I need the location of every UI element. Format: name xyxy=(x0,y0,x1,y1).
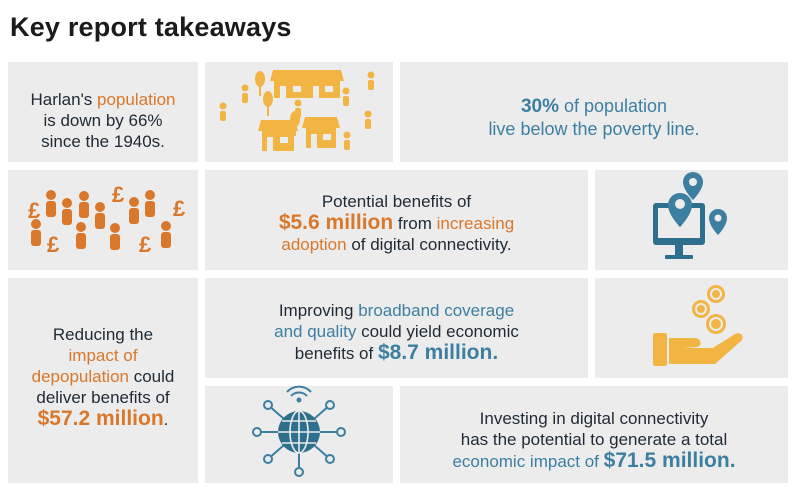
globe-panel xyxy=(205,385,393,483)
depopulation-line1: Reducing the xyxy=(52,325,154,344)
population-highlight: population xyxy=(97,90,176,109)
computer-location-pins-icon xyxy=(653,172,727,259)
investing-line3: economic impact of xyxy=(452,452,604,471)
broadband-line1b: broadband coverage xyxy=(358,301,515,320)
benefits-text: Potential benefits of $5.6 million from … xyxy=(205,191,588,255)
poverty-line2: live below the poverty line. xyxy=(488,119,700,139)
depopulation-line3b: could xyxy=(129,367,175,386)
svg-text:£: £ xyxy=(112,182,125,207)
poverty-text: 30% of population live below the poverty… xyxy=(400,95,788,140)
poverty-line1: of population xyxy=(558,96,668,116)
depopulation-line3a: depopulation xyxy=(31,367,129,386)
network-globe-icon xyxy=(252,385,346,477)
benefits-line1: Potential benefits of xyxy=(321,192,472,211)
population-panel: Harlan's population is down by 66% since… xyxy=(8,62,198,162)
broadband-line2a: and quality xyxy=(274,322,357,341)
page-title: Key report takeaways xyxy=(10,12,292,42)
svg-text:£: £ xyxy=(28,198,41,223)
benefits-line2a: from xyxy=(393,214,437,233)
hand-holding-coins-icon xyxy=(653,285,743,366)
benefits-line3a: adoption xyxy=(281,235,347,254)
svg-text:£: £ xyxy=(173,196,186,221)
poverty-percent: 30% xyxy=(520,96,559,117)
broadband-line1a: Improving xyxy=(278,301,359,320)
poverty-panel: 30% of population live below the poverty… xyxy=(400,62,788,162)
computer-panel xyxy=(595,170,788,270)
investing-line1: Investing in digital connectivity xyxy=(479,409,709,428)
coins-panel xyxy=(595,278,788,378)
village-houses-people-icon xyxy=(219,70,375,151)
population-line2: is down by 66% xyxy=(43,111,163,130)
investing-line2: has the potential to generate a total xyxy=(460,430,728,449)
population-text: Harlan's population is down by 66% since… xyxy=(8,89,198,152)
broadband-line2b: could yield economic xyxy=(356,322,519,341)
svg-text:£: £ xyxy=(47,232,60,257)
investing-amount: $71.5 million. xyxy=(603,449,736,472)
depopulation-panel: Reducing the impact of depopulation coul… xyxy=(8,278,198,483)
depopulation-line2: impact of xyxy=(68,346,138,365)
investing-panel: Investing in digital connectivity has th… xyxy=(400,386,788,483)
benefits-panel: Potential benefits of $5.6 million from … xyxy=(205,170,588,270)
depopulation-tail: . xyxy=(163,410,169,429)
pound-people-panel: £ £ £ £ £ xyxy=(8,170,198,270)
population-line3: since the 1940s. xyxy=(41,132,165,151)
pound-sign-people-crowd-icon: £ £ £ £ £ xyxy=(28,182,186,257)
benefits-line2b: increasing xyxy=(436,214,515,233)
population-line1a: Harlan's xyxy=(30,90,98,109)
depopulation-text: Reducing the impact of depopulation coul… xyxy=(8,324,198,430)
broadband-line3: benefits of xyxy=(294,344,378,363)
broadband-amount: $8.7 million. xyxy=(377,341,499,364)
investing-text: Investing in digital connectivity has th… xyxy=(400,408,788,472)
depopulation-line4: deliver benefits of xyxy=(36,388,170,407)
broadband-panel: Improving broadband coverage and quality… xyxy=(205,278,588,378)
broadband-text: Improving broadband coverage and quality… xyxy=(205,300,588,364)
benefits-amount: $5.6 million xyxy=(278,211,394,234)
svg-text:£: £ xyxy=(139,232,152,257)
houses-panel xyxy=(205,62,393,162)
benefits-line3b: of digital connectivity. xyxy=(346,235,512,254)
depopulation-amount: $57.2 million xyxy=(37,407,164,430)
